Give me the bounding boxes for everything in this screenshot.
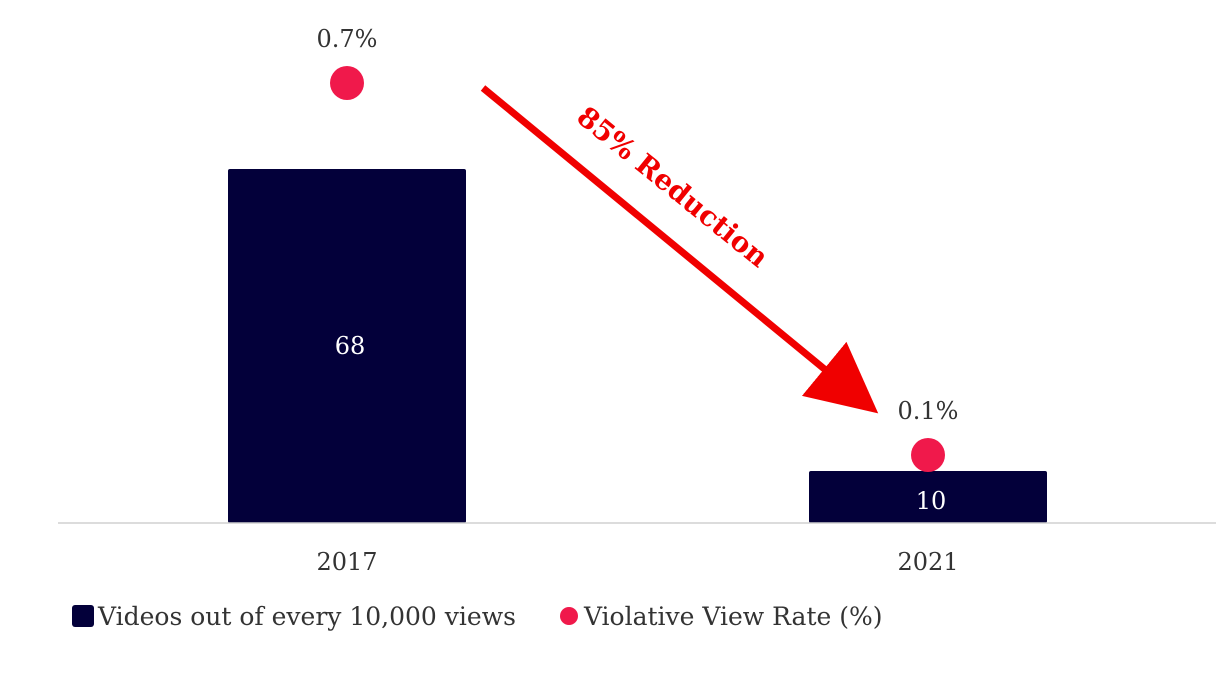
legend-label-videos: Videos out of every 10,000 views [98, 601, 516, 631]
legend-item-videos: Videos out of every 10,000 views [72, 602, 516, 631]
legend-label-vvr: Violative View Rate (%) [583, 601, 883, 631]
dot-2017 [330, 66, 364, 100]
x-tick-2017: 2017 [316, 548, 377, 576]
legend-swatch-bar [72, 605, 94, 627]
bar-label-2021: 10 [916, 487, 947, 515]
dot-label-2017: 0.7% [317, 25, 378, 53]
dot-label-2021: 0.1% [898, 397, 959, 425]
bar-label-2017: 68 [335, 332, 366, 360]
bar-2021 [809, 470, 1047, 523]
x-tick-2021: 2021 [897, 548, 958, 576]
legend-swatch-dot [559, 607, 578, 625]
bar-2017 [228, 169, 466, 523]
legend: Videos out of every 10,000 views Violati… [72, 596, 927, 636]
legend-item-vvr: Violative View Rate (%) [559, 601, 883, 631]
reduction-arrow [480, 85, 879, 414]
dot-2021 [911, 438, 945, 472]
